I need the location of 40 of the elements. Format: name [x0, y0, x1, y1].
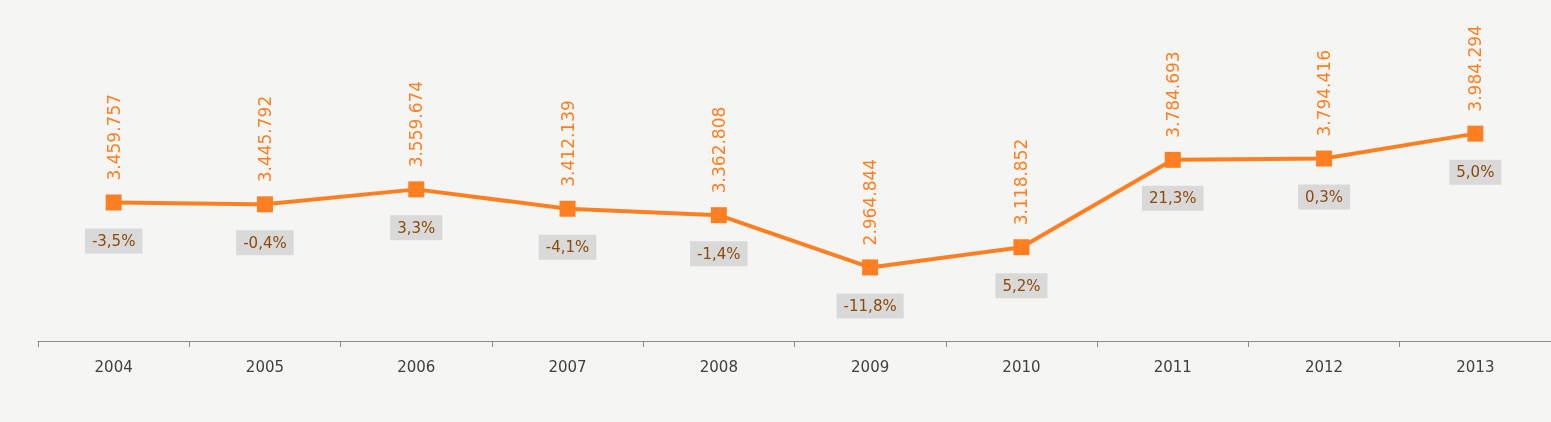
x-tick-label: 2007	[548, 357, 587, 376]
annotation: 5,2%	[1002, 276, 1041, 295]
annotation: -4,1%	[545, 238, 590, 257]
point	[1013, 239, 1030, 256]
data-label: 3.362.808	[708, 106, 729, 194]
data-label: 3.459.757	[103, 93, 124, 181]
point	[256, 196, 273, 213]
x-tick-label: 2009	[851, 357, 890, 376]
point	[105, 194, 122, 211]
data-label: 3.984.294	[1465, 25, 1486, 112]
data-label: 3.784.693	[1162, 51, 1183, 138]
point	[559, 200, 576, 217]
annotation: -3,5%	[91, 231, 136, 250]
x-tick-label: 2013	[1456, 357, 1495, 376]
x-tick-label: 2010	[1002, 357, 1041, 376]
annotation: 5,0%	[1456, 163, 1495, 182]
data-label: 3.794.416	[1314, 50, 1335, 137]
annotation: 3,3%	[397, 218, 436, 237]
point	[1467, 125, 1484, 142]
data-label: 3.412.139	[557, 100, 578, 187]
annotation: -0,4%	[243, 233, 287, 252]
annotation: -1,4%	[697, 244, 741, 263]
annotation: 0,3%	[1305, 188, 1344, 207]
x-tick-label: 2012	[1304, 357, 1344, 376]
x-tick-label: 2008	[699, 357, 738, 376]
x-tick-label: 2005	[245, 357, 285, 376]
annotation: 21,3%	[1148, 189, 1197, 208]
x-tick-label: 2004	[94, 357, 133, 376]
point	[1164, 151, 1181, 168]
data-label: 3.559.674	[406, 80, 427, 168]
point	[862, 259, 879, 276]
point	[408, 181, 425, 198]
point	[1316, 150, 1333, 167]
data-label: 2.964.844	[860, 158, 881, 246]
annotation: -11,8%	[843, 296, 897, 315]
data-label: 3.118.852	[1011, 138, 1032, 226]
x-tick-label: 2011	[1153, 357, 1192, 376]
data-label: 3.445.792	[254, 95, 275, 183]
point	[710, 207, 727, 224]
x-tick-label: 2006	[397, 357, 436, 376]
